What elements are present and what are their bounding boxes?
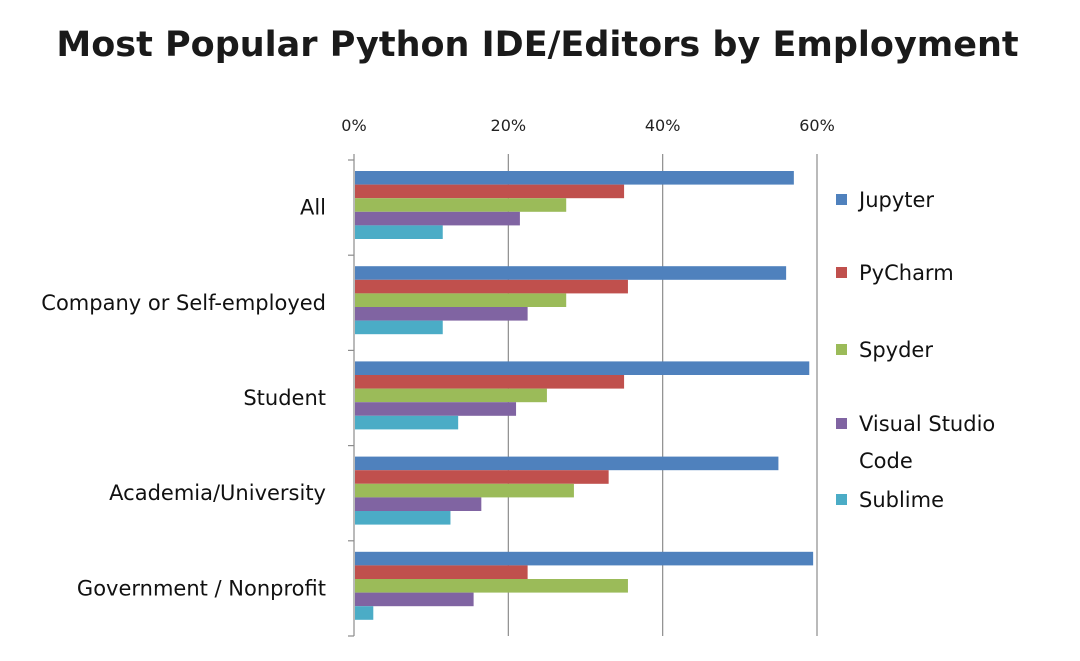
bar xyxy=(355,388,547,403)
bar xyxy=(355,592,474,607)
category-label: Government / Nonprofit xyxy=(77,576,326,600)
legend-label: Code xyxy=(859,449,913,473)
legend-label: Visual Studio xyxy=(859,412,995,436)
bar xyxy=(355,198,567,212)
legend-swatch xyxy=(836,418,847,429)
bar xyxy=(355,266,787,280)
x-tick-label: 60% xyxy=(799,116,835,135)
legend-swatch xyxy=(836,344,847,355)
bar xyxy=(355,511,451,525)
bar xyxy=(355,225,443,239)
category-label: Academia/University xyxy=(109,481,326,505)
bar xyxy=(355,565,528,579)
bar xyxy=(355,361,810,375)
bar xyxy=(355,293,567,307)
category-label: Company or Self-employed xyxy=(41,291,326,315)
x-tick-label: 40% xyxy=(645,116,681,135)
bar xyxy=(355,551,814,566)
x-tick-label: 0% xyxy=(341,116,366,135)
chart-title: Most Popular Python IDE/Editors by Emplo… xyxy=(56,25,1019,65)
category-label: Student xyxy=(243,386,326,410)
x-tick-label: 20% xyxy=(491,116,527,135)
legend-label: Sublime xyxy=(859,488,944,512)
bar xyxy=(355,415,459,430)
legend-swatch xyxy=(836,194,847,205)
bar xyxy=(355,307,528,321)
bar xyxy=(355,402,517,416)
bar xyxy=(355,483,574,498)
bar xyxy=(355,606,374,620)
category-label: All xyxy=(300,196,326,220)
bar xyxy=(355,375,625,389)
bar xyxy=(355,456,779,471)
bar xyxy=(355,279,628,294)
legend-label: PyCharm xyxy=(859,261,954,285)
bar xyxy=(355,171,794,185)
bar xyxy=(355,320,443,335)
legend-label: Spyder xyxy=(859,338,933,362)
legend-label: Jupyter xyxy=(857,188,934,212)
bar xyxy=(355,211,520,226)
bar xyxy=(355,497,482,511)
legend-swatch xyxy=(836,267,847,278)
bar xyxy=(355,184,625,199)
bar xyxy=(355,470,609,484)
legend-swatch xyxy=(836,494,847,505)
bar xyxy=(355,579,628,593)
